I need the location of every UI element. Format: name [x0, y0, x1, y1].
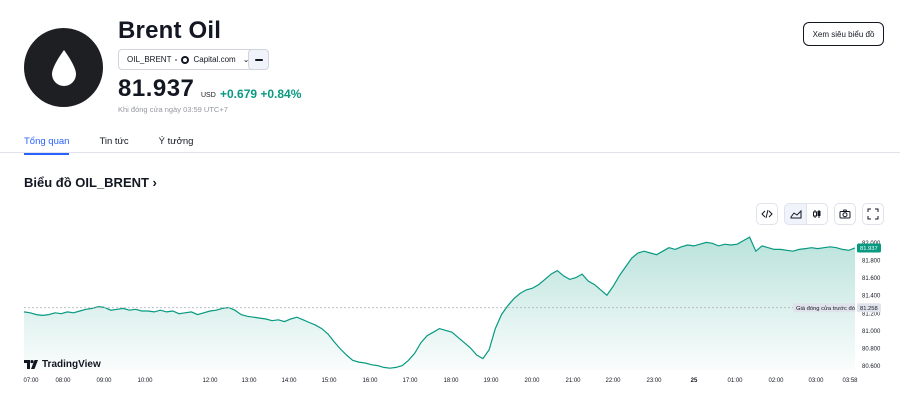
y-tick-label: 81.200 — [862, 311, 881, 317]
price-line — [23, 236, 856, 369]
market-status: Khi đóng cửa ngày 03:59 UTC+7 — [118, 105, 228, 114]
camera-icon — [839, 209, 851, 219]
x-tick-label: 23:00 — [646, 378, 662, 384]
snapshot-group — [834, 203, 856, 225]
y-tick-label: 81.000 — [862, 329, 881, 335]
y-tick-label: 81.600 — [862, 276, 881, 282]
prev-close-value-label: 81.258 — [860, 306, 878, 312]
chart-type-group — [784, 203, 828, 225]
view-supercharts-button[interactable]: Xem siêu biểu đồ — [803, 22, 884, 46]
x-tick-label: 22:00 — [605, 378, 621, 384]
y-tick-label: 81.400 — [862, 294, 881, 300]
prev-close-label: Giá đóng cửa trước đó — [796, 305, 855, 312]
x-tick-label: 25 — [691, 378, 698, 384]
x-tick-label: 20:00 — [524, 378, 540, 384]
x-tick-label: 09:00 — [96, 378, 112, 384]
last-value-label: 81.937 — [860, 246, 878, 252]
separator-dot — [175, 58, 178, 61]
x-tick-label: 03:58 — [842, 378, 858, 384]
instrument-logo — [24, 28, 103, 107]
tab-overview[interactable]: Tổng quan — [24, 136, 70, 155]
minus-icon — [254, 58, 263, 61]
area-chart-icon — [790, 209, 801, 219]
embed-button[interactable] — [756, 203, 778, 225]
x-tick-label: 17:00 — [402, 378, 418, 384]
symbol-selector[interactable]: OIL_BRENT Capital.com ⌄ — [118, 49, 259, 70]
y-tick-label: 81.800 — [862, 259, 881, 265]
x-tick-label: 14:00 — [281, 378, 297, 384]
y-tick-label: 80.800 — [862, 347, 881, 353]
x-tick-label: 15:00 — [321, 378, 337, 384]
fullscreen-button[interactable] — [862, 203, 884, 225]
price-chart[interactable]: 82.00081.80081.60081.40081.20081.00080.8… — [0, 230, 900, 390]
x-tick-label: 18:00 — [443, 378, 459, 384]
price-area — [24, 237, 855, 370]
y-tick-label: 80.600 — [862, 364, 881, 370]
tradingview-wordmark: TradingView — [42, 359, 101, 370]
compare-button[interactable] — [248, 49, 269, 70]
tab-news[interactable]: Tin tức — [99, 136, 129, 147]
tab-bar: Tổng quan Tin tức Ý tưởng — [24, 136, 193, 155]
x-tick-label: 07:00 — [23, 378, 39, 384]
source-label: Capital.com — [193, 55, 236, 64]
x-tick-label: 10:00 — [137, 378, 153, 384]
fullscreen-icon — [867, 208, 879, 220]
x-tick-label: 03:00 — [808, 378, 824, 384]
capital-com-icon — [181, 55, 190, 64]
candlestick-icon — [813, 210, 821, 218]
snapshot-button[interactable] — [834, 203, 856, 225]
x-tick-label: 16:00 — [362, 378, 378, 384]
price-change: +0.679 +0.84% — [220, 87, 302, 101]
oil-drop-icon — [51, 49, 76, 86]
chevron-down-icon: ⌄ — [242, 55, 250, 64]
last-value-label-bg — [857, 243, 881, 253]
fullscreen-group — [862, 203, 884, 225]
x-tick-label: 08:00 — [55, 378, 71, 384]
x-tick-label: 12:00 — [202, 378, 218, 384]
tab-divider — [0, 152, 900, 153]
tradingview-logo[interactable]: TradingView — [24, 359, 101, 370]
prev-close-label-bg — [793, 303, 855, 313]
currency-label: USD — [201, 92, 216, 99]
x-tick-label: 02:00 — [768, 378, 784, 384]
area-chart-button[interactable] — [784, 203, 806, 225]
x-tick-label: 19:00 — [483, 378, 499, 384]
chart-toolbar-left — [756, 203, 778, 225]
x-tick-label: 21:00 — [565, 378, 581, 384]
last-price: 81.937 — [118, 75, 195, 102]
embed-code-icon — [761, 209, 773, 219]
tradingview-icon — [24, 360, 38, 369]
tab-ideas[interactable]: Ý tưởng — [158, 136, 194, 147]
prev-close-value-label-bg — [857, 303, 881, 313]
x-tick-label: 13:00 — [241, 378, 257, 384]
symbol-label: OIL_BRENT — [127, 55, 172, 64]
page-title: Brent Oil — [118, 17, 222, 44]
x-tick-label: 01:00 — [727, 378, 743, 384]
candles-chart-button[interactable] — [806, 203, 828, 225]
chart-section-title[interactable]: Biểu đồ OIL_BRENT › — [24, 175, 157, 190]
